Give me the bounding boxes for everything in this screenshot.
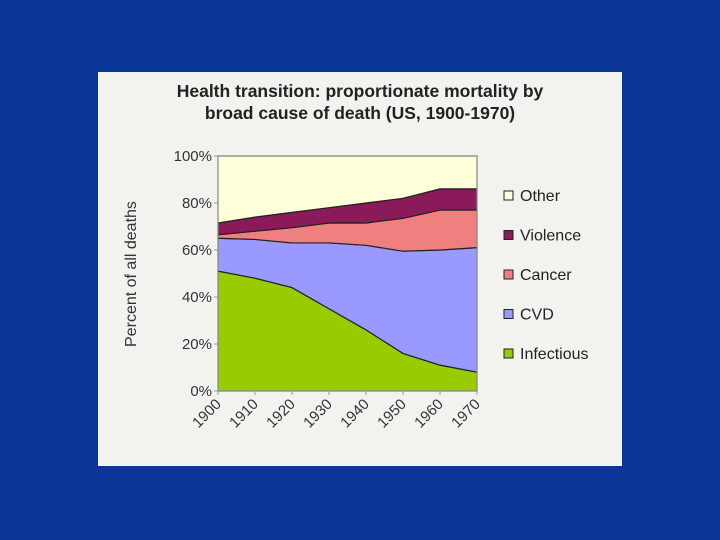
chart-title-line-1: Health transition: proportionate mortali… (176, 81, 544, 101)
x-tick-label: 1960 (411, 396, 447, 432)
x-tick-label: 1940 (337, 396, 373, 432)
legend-item-violence: Violence (503, 228, 581, 245)
legend-swatch (503, 190, 514, 201)
legend-item-cancer: Cancer (503, 267, 572, 284)
legend-label: Infectious (520, 346, 588, 363)
legend-label: Cancer (520, 267, 572, 284)
x-tick-label: 1900 (189, 396, 225, 432)
y-axis-label: Percent of all deaths (123, 201, 140, 347)
legend-item-cvd: CVD (503, 307, 554, 324)
legend-swatch (503, 230, 514, 240)
legend-label: Other (520, 188, 561, 205)
x-tick-label: 1970 (448, 396, 484, 432)
x-tick-label: 1920 (263, 396, 299, 432)
chart-title: Health transition: proportionate mortali… (98, 80, 622, 124)
legend-label: Violence (520, 228, 581, 245)
stacked-area-chart: 0%20%40%60%80%100% 1900 1910 1920 1930 1940 1… (123, 148, 588, 432)
x-tick-label: 1950 (374, 396, 410, 432)
y-tick-label: 40% (182, 289, 212, 306)
y-tick-label: 100% (174, 148, 212, 165)
y-tick-label: 80% (182, 195, 212, 212)
y-tick-label: 60% (182, 242, 212, 259)
legend-swatch (503, 269, 514, 280)
x-tick-label: 1930 (300, 396, 336, 432)
y-tick-label: 20% (182, 336, 212, 353)
plot-area-border (217, 155, 478, 392)
legend-label: CVD (520, 307, 554, 324)
chart-title-line-2: broad cause of death (US, 1900-1970) (204, 103, 516, 123)
legend-swatch (503, 309, 514, 319)
y-tick-label: 0% (190, 383, 212, 400)
x-tick-label: 1910 (226, 396, 262, 432)
chart-panel: Health transition: proportionate mortali… (98, 72, 622, 466)
legend-item-other: Other (503, 188, 561, 205)
legend-swatch (503, 348, 514, 359)
legend-item-infectious: Infectious (503, 346, 588, 363)
